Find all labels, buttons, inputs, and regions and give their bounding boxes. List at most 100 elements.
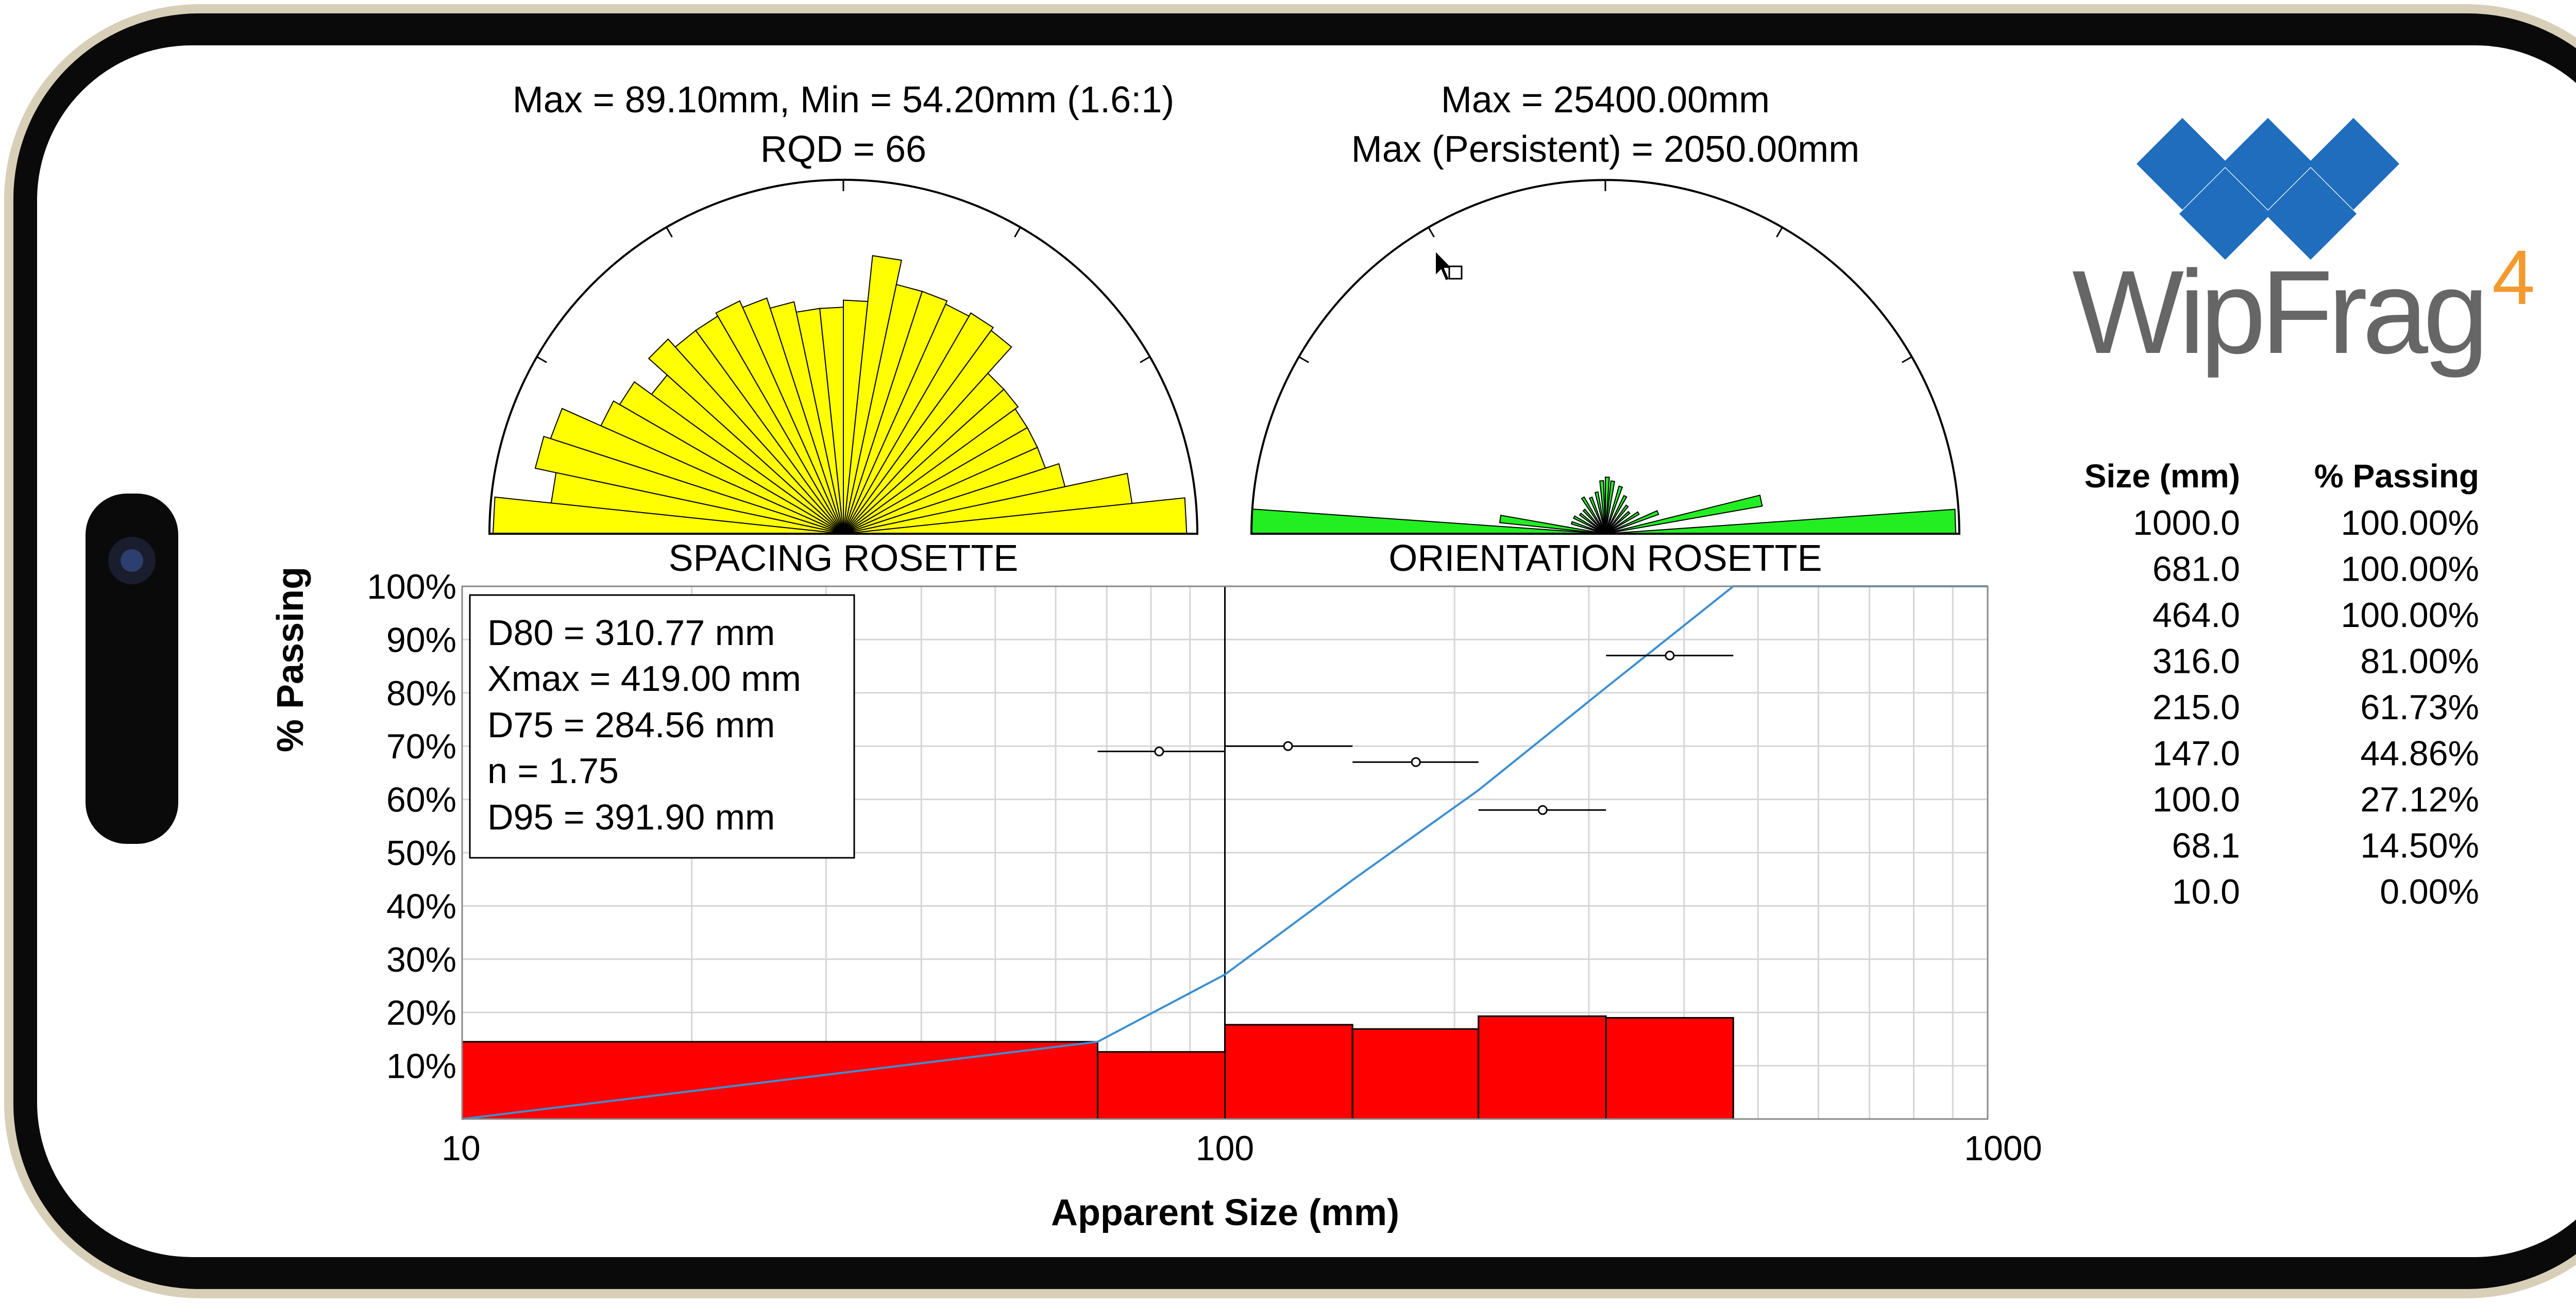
histogram-bar-3 — [1351, 1028, 1480, 1120]
error-bar-point-2 — [1411, 757, 1421, 767]
y-tick-label-40: 40% — [386, 887, 456, 926]
y-tick-label-20: 20% — [386, 993, 456, 1032]
orientation-rosette-tick-5 — [1298, 356, 1309, 363]
stat-d80: D80 = 310.77 mm — [487, 613, 775, 653]
histogram-bar-2 — [1224, 1024, 1353, 1120]
orientation-rosette-petal-16 — [1572, 515, 1606, 534]
camera-island — [86, 494, 178, 844]
spacing-rosette-tick-1 — [1140, 356, 1150, 363]
y-tick-label-30: 30% — [386, 940, 456, 979]
wipfrag-logo-version: 4 — [2492, 234, 2533, 320]
stats-box: D80 = 310.77 mm Xmax = 419.00 mm D75 = 2… — [469, 594, 855, 859]
size-table-size-cell: 464.0 — [2153, 596, 2240, 635]
orientation-rosette-tick-2 — [1776, 227, 1783, 238]
x-tick-label-1000: 1000 — [1964, 1129, 2042, 1168]
orientation-rosette-petal-11 — [1594, 491, 1606, 534]
y-tick-label-100: 100% — [367, 567, 456, 606]
error-bar-point-1 — [1283, 741, 1293, 751]
orientation-rosette-petal-18 — [1499, 515, 1606, 534]
wipfrag-logo-text: WipFrag 4 — [2072, 234, 2533, 378]
size-distribution-chart: % Passing Apparent Size (mm) 10% 20% 30% 40… — [270, 567, 2042, 1233]
y-tick-label-10: 10% — [386, 1047, 456, 1086]
size-table-size-cell: 316.0 — [2153, 642, 2240, 681]
size-table-passing-cell: 14.50% — [2360, 826, 2479, 866]
size-table-passing-cell: 100.00% — [2341, 503, 2479, 543]
x-tick-label-10: 10 — [442, 1129, 481, 1168]
wipfrag-logo-wordmark: WipFrag — [2072, 246, 2484, 378]
error-bar-point-0 — [1154, 747, 1164, 757]
size-table-passing-cell: 100.00% — [2341, 550, 2479, 589]
y-axis-label: % Passing — [270, 567, 311, 752]
spacing-rosette-stats-line1: Max = 89.10mm, Min = 54.20mm (1.6:1) — [513, 79, 1175, 121]
error-bar-point-4 — [1665, 650, 1675, 660]
orientation-rosette-petal-4 — [1605, 511, 1631, 534]
x-tick-labels: 10 100 1000 — [442, 1129, 2042, 1168]
orientation-rosette-petal-2 — [1605, 510, 1659, 534]
orientation-rosette-petal-3 — [1605, 511, 1640, 534]
y-tick-label-50: 50% — [386, 834, 456, 873]
y-tick-labels: 10% 20% 30% 40% 50% 60% 70% 80% 90% 100% — [367, 567, 456, 1086]
spacing-rosette-tick-2 — [1014, 227, 1021, 238]
size-table-size-cell: 1000.0 — [2133, 503, 2240, 543]
size-table-passing-cell: 27.12% — [2360, 780, 2479, 819]
y-tick-label-70: 70% — [386, 727, 456, 766]
size-table-header-size: Size (mm) — [2084, 457, 2240, 495]
stats-box-frame — [469, 594, 855, 859]
stat-d75: D75 = 284.56 mm — [487, 705, 775, 745]
mouse-cursor-icon — [1435, 249, 1463, 282]
histogram-bar-5 — [1605, 1017, 1734, 1120]
orientation-rosette-outline — [1250, 179, 1961, 535]
orientation-rosette: Max = 25400.00mm Max (Persistent) = 2050… — [1250, 79, 1961, 579]
error-bars — [1097, 650, 1734, 815]
orientation-rosette-petal-17 — [1570, 521, 1606, 534]
orientation-rosette-petal-10 — [1599, 480, 1606, 534]
plot-frame — [461, 585, 1989, 1120]
stat-xmax: Xmax = 419.00 mm — [487, 658, 801, 699]
spacing-rosette-label: SPACING ROSETTE — [669, 538, 1019, 579]
error-bar-point-3 — [1537, 805, 1548, 815]
spacing-rosette-tick-4 — [666, 227, 673, 238]
stat-d95: D95 = 391.90 mm — [487, 797, 775, 837]
histogram-bar-4 — [1478, 1015, 1607, 1120]
size-table-size-cell: 68.1 — [2172, 826, 2240, 866]
orientation-rosette-petal-9 — [1605, 477, 1610, 534]
y-tick-label-80: 80% — [386, 674, 456, 713]
orientation-rosette-petal-7 — [1605, 485, 1623, 534]
size-table-size-cell: 10.0 — [2172, 872, 2240, 911]
spacing-rosette-petals — [492, 255, 1188, 534]
orientation-rosette-stats-line2: Max (Persistent) = 2050.00mm — [1351, 129, 1859, 170]
size-table-size-cell: 215.0 — [2153, 688, 2240, 727]
orientation-rosette-petal-1 — [1605, 494, 1763, 534]
y-tick-label-60: 60% — [386, 781, 456, 820]
orientation-rosette-petal-13 — [1581, 496, 1606, 534]
spacing-rosette: Max = 89.10mm, Min = 54.20mm (1.6:1) RQD… — [488, 79, 1199, 579]
orientation-rosette-petals — [1250, 477, 1957, 534]
y-tick-label-90: 90% — [386, 620, 456, 659]
size-table-passing-cell: 81.00% — [2360, 642, 2479, 681]
orientation-rosette-petal-6 — [1605, 495, 1628, 534]
orientation-rosette-petal-15 — [1579, 512, 1606, 534]
camera-lens-glint-icon — [121, 549, 143, 572]
size-table-passing-cell: 100.00% — [2341, 596, 2479, 635]
orientation-rosette-label: ORIENTATION ROSETTE — [1388, 538, 1822, 579]
x-axis-label: Apparent Size (mm) — [1051, 1192, 1399, 1233]
spacing-rosette-stats-line2: RQD = 66 — [760, 129, 926, 170]
size-table-rows: 1000.0 100.00% 681.0 100.00% 464.0 100.00% 316… — [2133, 503, 2479, 911]
orientation-rosette-petal-12 — [1588, 496, 1606, 534]
x-tick-label-100: 100 — [1196, 1129, 1254, 1168]
size-table-passing-cell: 0.00% — [2380, 872, 2479, 911]
orientation-rosette-ticks — [1298, 180, 1912, 363]
size-table-passing-cell: 44.86% — [2360, 734, 2479, 773]
size-table-size-cell: 147.0 — [2153, 734, 2240, 773]
spacing-rosette-outline — [488, 179, 1199, 535]
size-passing-table: Size (mm) % Passing 1000.0 100.00%681.0 10… — [2084, 457, 2479, 911]
orientation-rosette-stats-line1: Max = 25400.00mm — [1441, 79, 1770, 121]
size-table-size-cell: 100.0 — [2153, 780, 2240, 819]
size-table-passing-cell: 61.73% — [2360, 688, 2479, 727]
stat-n: n = 1.75 — [487, 751, 619, 791]
orientation-rosette-petal-5 — [1605, 504, 1629, 534]
histogram-bar-1 — [1096, 1051, 1226, 1120]
orientation-rosette-petal-8 — [1605, 480, 1616, 534]
